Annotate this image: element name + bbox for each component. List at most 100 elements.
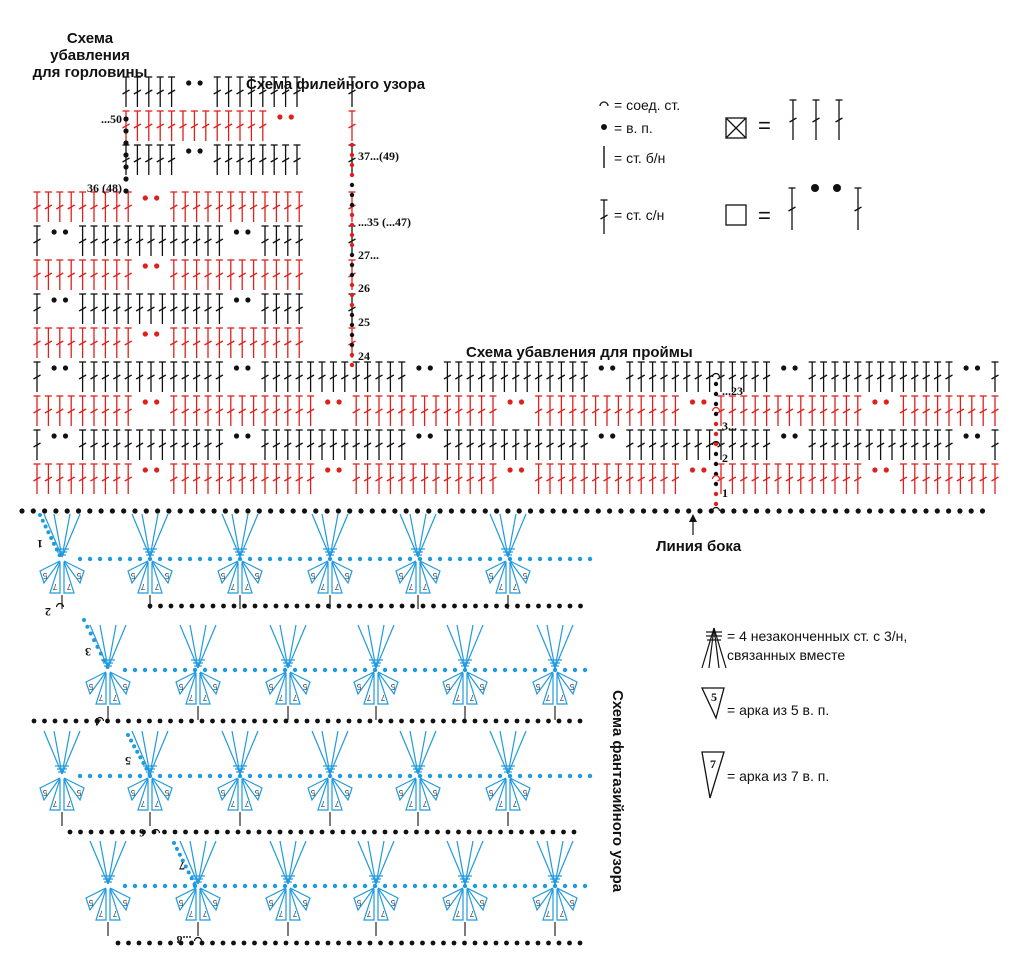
chain-dot [132, 508, 138, 514]
chain-dot [87, 773, 93, 779]
dc-stitch [124, 395, 133, 426]
chain-dot [587, 556, 593, 562]
chain-dot [332, 667, 338, 673]
chain-dot [222, 508, 228, 514]
chain-dot [267, 556, 273, 562]
slip-stitch [193, 936, 203, 942]
chain-dot [154, 399, 160, 405]
chain-dot [713, 431, 719, 437]
chain-dot [572, 667, 578, 673]
chain-dot [618, 508, 624, 514]
chain-dot [135, 749, 140, 754]
dc-stitch [122, 76, 130, 107]
arch-number: 5 [42, 788, 47, 797]
chain-dot [232, 667, 238, 673]
chain-dot [349, 332, 355, 338]
dc-stitch [90, 191, 98, 222]
arch-shape [199, 672, 211, 705]
chain-dot [529, 829, 535, 835]
dc-stitch [124, 225, 133, 256]
arch-shape [151, 561, 163, 594]
dc-stitch [454, 361, 463, 392]
chain-dot [75, 508, 82, 514]
arch-number: 7 [52, 582, 57, 591]
dc-stitch [306, 463, 315, 494]
chain-dot [477, 829, 482, 835]
chain-dot [315, 940, 320, 946]
chain-dot [123, 116, 129, 122]
dc-stitch [124, 293, 133, 324]
chain-dot [426, 508, 432, 514]
dc-stitch [236, 110, 244, 141]
slip-stitch [55, 602, 65, 608]
chain-dot [349, 172, 355, 178]
dc-stitch [956, 395, 965, 426]
dc-stitch [67, 463, 76, 494]
chain-dot [765, 508, 771, 514]
dc-stitch [466, 429, 475, 460]
chain-dot [43, 524, 48, 529]
chain-dot [189, 940, 194, 946]
empty-block-icon [725, 204, 747, 226]
dc-stitch [169, 191, 178, 222]
row-label: 26 [358, 281, 370, 295]
chain-dot [220, 718, 226, 724]
dc-stitch [739, 463, 748, 494]
dc-stitch [876, 361, 885, 392]
arch-shape [275, 672, 287, 705]
chain-dot [487, 556, 493, 562]
fan-motif: 5 57 7 [532, 840, 578, 936]
dc-stitch [420, 463, 429, 494]
chain-dot [200, 603, 205, 609]
chain-dot [833, 184, 841, 192]
arch-number: 7 [244, 582, 249, 591]
dc-stitch [249, 463, 258, 494]
dc-stitch [477, 429, 486, 460]
arch-shape [199, 888, 211, 921]
dc-stitch [637, 429, 646, 460]
dc-stitch-icon [835, 99, 843, 140]
dc-stitch [568, 463, 577, 494]
dc-stitch [762, 395, 771, 426]
chain-dot [197, 148, 203, 154]
dc-stitch [910, 429, 919, 460]
dc-stitch [215, 293, 224, 324]
chain-dot [349, 282, 355, 288]
chain-dot [207, 773, 213, 779]
chain-dot [326, 603, 331, 609]
slip-stitch [711, 406, 721, 412]
arch-shape [151, 777, 173, 802]
arch-number: 5 [254, 571, 259, 580]
arch-number: 7 [408, 582, 413, 591]
chain-dot [432, 667, 438, 673]
chain-dot [460, 508, 466, 514]
arch-shape [495, 778, 507, 811]
dc-stitch [90, 327, 98, 358]
chain-dot [241, 718, 247, 724]
dc-stitch [293, 76, 301, 107]
arch-number: 5 [254, 788, 259, 797]
chain-dot [349, 322, 355, 328]
chain-dot [397, 773, 403, 779]
filet-row [33, 361, 999, 392]
chain-dot [73, 718, 79, 724]
chain-dot [512, 883, 518, 889]
dc-stitch [249, 191, 258, 222]
chain-dot [367, 773, 373, 779]
arch-shape [353, 887, 375, 912]
dc-stitch [534, 395, 543, 426]
arch-number: 5 [390, 898, 395, 907]
row-label: 36 (48) [87, 181, 122, 195]
arch-shape [405, 778, 417, 811]
arch-number: 5 [356, 682, 361, 691]
arch-number: 7 [559, 693, 564, 702]
arch-shape [556, 672, 568, 705]
arch-number: 7 [66, 582, 71, 591]
chain-dot [525, 718, 530, 724]
arch-number: 5 [122, 898, 127, 907]
arch-shape [556, 888, 568, 921]
dc-stitch [215, 225, 224, 256]
chain-dot [713, 451, 719, 457]
chain-dot [282, 883, 288, 889]
